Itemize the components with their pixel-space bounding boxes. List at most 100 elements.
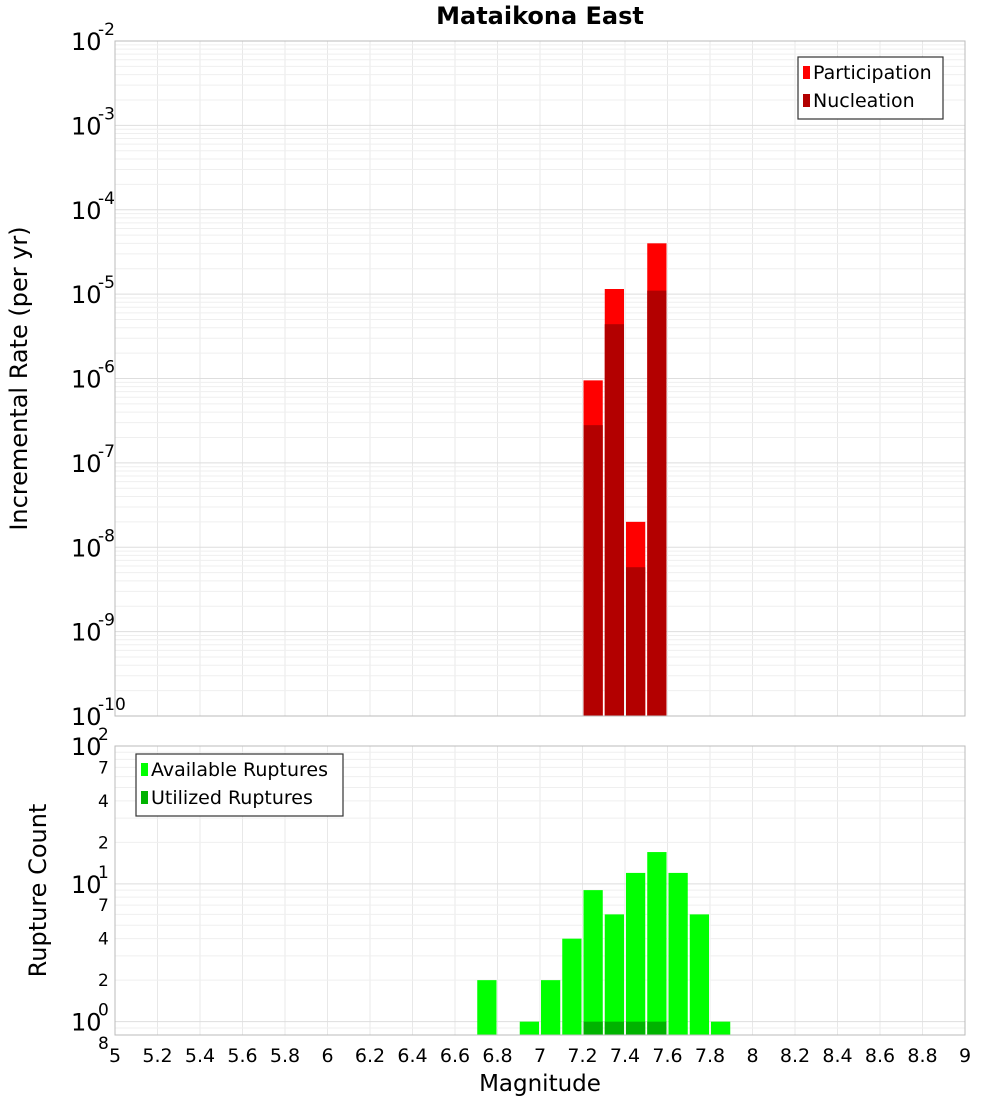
- x-tick-label: 7.6: [652, 1045, 682, 1067]
- x-tick-label: 7.8: [695, 1045, 725, 1067]
- legend-swatch: [803, 94, 810, 107]
- y-tick-minor: 2: [98, 971, 109, 991]
- x-tick-label: 5.4: [185, 1045, 215, 1067]
- y-axis-label: Incremental Rate (per yr): [5, 226, 33, 530]
- bar: [647, 1021, 667, 1035]
- x-axis-ticks: 5 5.2 5.4 5.6 5.8 6 6.2 6.4 6.6 6.8 7 7.2 7.4 7.6 7.8 8…: [109, 1045, 971, 1067]
- bar: [626, 1021, 646, 1035]
- y-tick-exponent: -7: [98, 442, 115, 462]
- x-tick-label: 5.8: [270, 1045, 300, 1067]
- x-tick-label: 6: [321, 1045, 333, 1067]
- y-tick-base: 10: [71, 28, 102, 56]
- bar: [626, 567, 646, 716]
- x-tick-label: 9: [959, 1045, 971, 1067]
- y-tick-label: 4: [98, 792, 109, 812]
- y-tick-minor: 4: [98, 792, 109, 812]
- bar: [647, 852, 667, 1035]
- x-tick-label: 8.2: [780, 1045, 810, 1067]
- bar: [604, 1021, 624, 1035]
- y-tick-base: 10: [71, 112, 102, 140]
- series-nucleation: [583, 290, 667, 716]
- y-tick-label: 2: [98, 833, 109, 853]
- legend-swatch: [803, 66, 810, 79]
- x-tick-label: 7: [534, 1045, 546, 1067]
- x-tick-label: 8: [746, 1045, 758, 1067]
- y-tick-minor: 4: [98, 930, 109, 950]
- bar: [583, 1021, 603, 1035]
- bar: [541, 980, 561, 1035]
- x-tick-label: 6.4: [397, 1045, 427, 1067]
- y-tick-label: 10-2: [71, 20, 115, 56]
- plot-border: [114, 40, 966, 717]
- bar: [689, 914, 709, 1035]
- bar: [711, 1021, 731, 1035]
- y-tick-label: 10-8: [71, 526, 115, 562]
- legend-label: Participation: [813, 62, 932, 84]
- grid-lines: [114, 40, 966, 717]
- y-axis-label: Rupture Count: [24, 804, 52, 978]
- y-tick-label: 10-6: [71, 358, 115, 394]
- y-tick-label: 102: [71, 725, 109, 761]
- x-tick-label: 7.4: [610, 1045, 640, 1067]
- y-tick-label: 101: [71, 863, 109, 899]
- x-tick-label: 8.8: [907, 1045, 937, 1067]
- bar: [583, 425, 603, 716]
- legend-label: Nucleation: [813, 90, 915, 112]
- plot-border: [114, 745, 966, 1036]
- legend-box: [135, 753, 344, 817]
- y-tick-label: 10-7: [71, 442, 115, 478]
- y-tick-exponent: -2: [98, 20, 115, 40]
- legend: Participation Nucleation: [797, 56, 944, 120]
- series-available-ruptures: [477, 852, 731, 1035]
- y-tick-exponent: -3: [98, 104, 115, 124]
- y-tick-label: 100: [71, 1001, 109, 1037]
- legend-swatch: [141, 791, 148, 804]
- y-tick-exponent: -5: [98, 273, 115, 293]
- chart-title: Mataikona East: [436, 2, 644, 30]
- bar: [519, 1021, 539, 1035]
- y-tick-label: 10-4: [71, 189, 115, 225]
- bar: [668, 872, 688, 1035]
- chart-panel-1: 10-210-310-410-510-610-710-810-910-10Inc…: [5, 2, 966, 731]
- y-tick-base: 10: [71, 733, 102, 761]
- series-utilized-ruptures: [583, 1021, 667, 1035]
- y-tick-label: 7: [98, 758, 109, 778]
- y-tick-base: 10: [71, 281, 102, 309]
- legend-label: Available Ruptures: [151, 759, 328, 781]
- x-axis-label: Magnitude: [479, 1071, 601, 1097]
- y-tick-label: 7: [98, 896, 109, 916]
- y-tick-base: 10: [71, 197, 102, 225]
- y-axis-ticks: 10-210-310-410-510-610-710-810-910-10: [71, 20, 126, 731]
- bar: [583, 890, 603, 1035]
- legend: Available Ruptures Utilized Ruptures: [135, 753, 344, 817]
- y-tick-minor: 8: [98, 1034, 109, 1054]
- y-tick-exponent: 2: [98, 725, 109, 745]
- legend-swatch: [141, 763, 148, 776]
- y-tick-label: 2: [98, 971, 109, 991]
- y-tick-exponent: -4: [98, 189, 115, 209]
- y-tick-base: 10: [71, 450, 102, 478]
- y-tick-exponent: -10: [98, 695, 126, 715]
- x-tick-label: 6.2: [355, 1045, 385, 1067]
- bar: [647, 290, 667, 716]
- legend-box: [797, 56, 944, 120]
- y-tick-base: 10: [71, 534, 102, 562]
- x-tick-label: 8.6: [865, 1045, 895, 1067]
- x-tick-label: 8.4: [822, 1045, 852, 1067]
- x-tick-label: 5: [109, 1045, 121, 1067]
- x-tick-label: 6.6: [440, 1045, 470, 1067]
- y-tick-minor: 2: [98, 833, 109, 853]
- y-tick-base: 10: [71, 703, 102, 731]
- bar: [562, 938, 582, 1035]
- y-tick-label: 10-9: [71, 611, 115, 647]
- x-tick-label: 6.8: [482, 1045, 512, 1067]
- y-tick-minor: 7: [98, 758, 109, 778]
- y-tick-exponent: -8: [98, 526, 115, 546]
- x-tick-label: 5.6: [227, 1045, 257, 1067]
- bar: [604, 324, 624, 716]
- bar: [477, 980, 497, 1035]
- y-tick-base: 10: [71, 1009, 102, 1037]
